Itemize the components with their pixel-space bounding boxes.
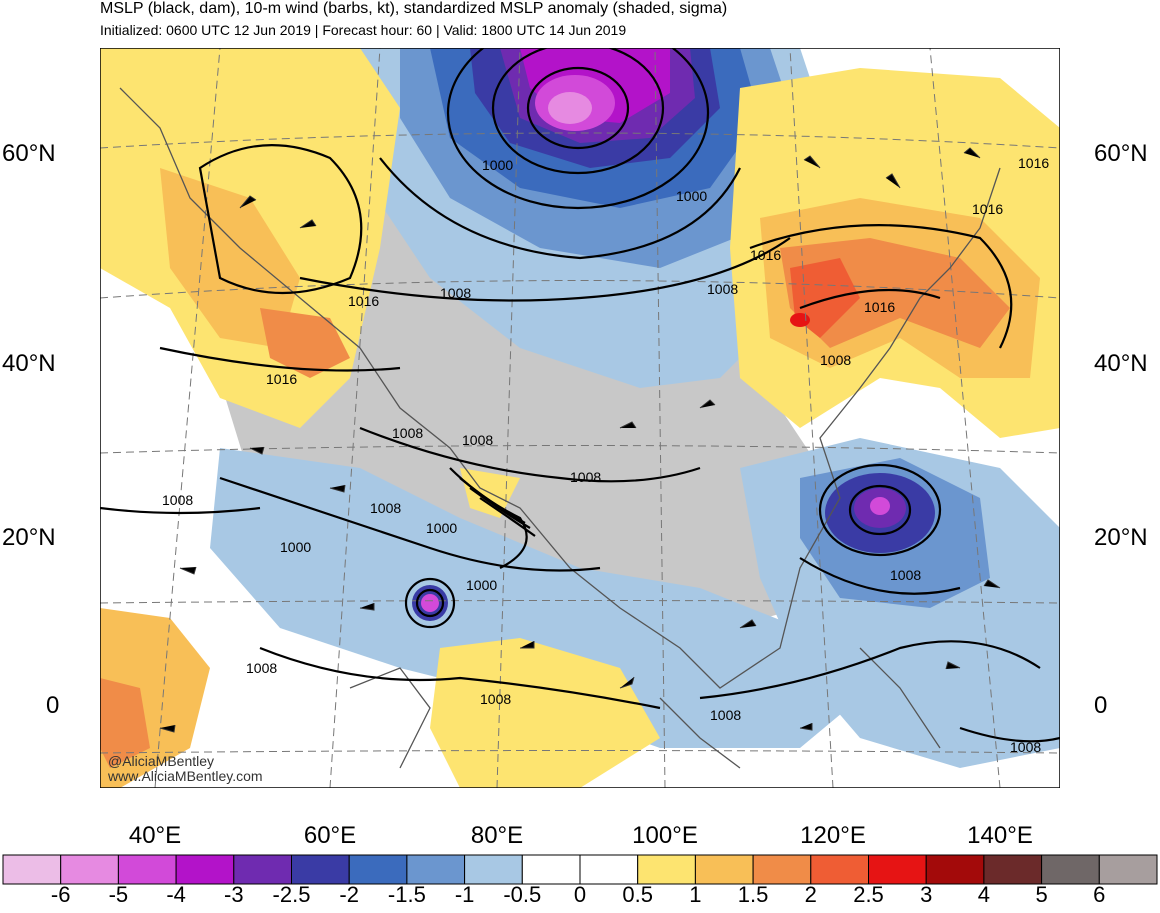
colorbar-tick-label: -0.5 [503,882,542,907]
chart-subtitle: Initialized: 0600 UTC 12 Jun 2019 | Fore… [100,22,627,38]
isobar-label: 1008 [1010,739,1041,755]
isobar-label: 1008 [710,707,741,723]
lat-label-left: 60°N [2,140,56,167]
colorbar [2,854,1158,885]
colorbar-tick-label: 2 [804,882,817,907]
isobar-label: 1008 [462,432,493,448]
lat-label-right: 60°N [1094,140,1148,167]
cyclone-eye [421,594,439,612]
colorbar-tick-label: -2 [339,882,359,907]
colorbar-cell [2,854,62,885]
isobar-label: 1008 [820,352,851,368]
colorbar-cell [291,854,350,885]
colorbar-cell [233,854,293,885]
isobar-label: 1016 [348,293,379,309]
colorbar-tick-label: 4 [977,882,991,907]
colorbar-tick-label: 6 [1093,882,1106,907]
lon-label: 40°E [128,822,182,849]
lon-label: 60°E [303,822,357,849]
colorbar-tick-label: 3 [920,882,933,907]
colorbar-cell [117,854,177,885]
isobar-label: 1000 [280,539,311,555]
lon-label: 80°E [470,822,524,849]
isobar-label: 1008 [440,285,471,301]
colorbar-cell [810,854,869,885]
lon-label: 100°E [632,822,698,849]
isobar-label: 1008 [890,567,921,583]
colorbar-cell [348,854,408,885]
isobar-label: 1008 [392,425,423,441]
lat-label-left: 20°N [2,524,56,551]
graticule [100,48,1060,788]
isobar-label: 1000 [426,520,457,536]
isobar-label: 1016 [864,299,895,315]
lat-label-right: 40°N [1094,350,1148,377]
isobar-label: 1008 [707,281,738,297]
positive-anomaly-indian-ocean [430,638,660,788]
colorbar-cell [579,854,639,885]
colorbar-cell [464,854,523,885]
colorbar-tick-label: -2.5 [272,882,311,907]
weather-map: 1016 1016 1016 1016 1016 1016 1008 1008 … [100,48,1060,788]
colorbar-tick-label: 1 [689,882,702,907]
anomaly-level-pos-1 [160,168,300,348]
isobar-label: 1016 [266,371,297,387]
lon-label: 120°E [800,822,866,849]
colorbar-tick-label: 2.5 [853,882,884,907]
isobar-label: 1008 [480,691,511,707]
lat-label-left: 0 [46,692,60,719]
isobar-label: 1000 [482,157,513,173]
colorbar-tick-label: 0 [573,882,587,907]
colorbar-tick-label: 0.5 [622,882,653,907]
colorbar-cell [175,854,235,885]
anomaly-level-7 [548,92,592,124]
colorbar-tick-label: -1.5 [387,882,426,907]
isobar-label: 1008 [570,469,601,485]
colorbar-cell [868,854,927,885]
colorbar-cell [1041,854,1100,885]
lat-label-right: 20°N [1094,524,1148,551]
colorbar-cell [406,854,466,885]
credit-site: www.AliciaMBentley.com [107,768,263,784]
isobar-label: 1016 [972,201,1003,217]
colorbar-tick-label: -1 [454,882,475,907]
isobar-label: 1008 [370,500,401,516]
colorbar-tick-label: -3 [224,882,244,907]
isobar-label: 1016 [750,247,781,263]
isobars [100,48,1060,743]
colorbar-cell [637,854,696,885]
colorbar-cell [60,854,119,885]
lon-label: 140°E [967,822,1033,849]
colorbar-cell [925,854,985,885]
wind-barbs [159,147,1001,733]
colorbar-cell [1098,854,1158,885]
colorbar-tick-label: 1.5 [737,882,769,907]
negative-anomaly-south-asia [210,448,860,748]
anomaly-level-pos-2 [260,308,350,378]
lat-label-right: 0 [1094,692,1108,719]
isobar-label: 1008 [162,492,193,508]
colorbar-tick-label: -5 [108,882,129,907]
colorbar-cell [983,854,1043,885]
isobar-label: 1000 [676,188,707,204]
isobar-label: 1000 [466,577,497,593]
colorbar-tick-label: -4 [166,882,186,907]
lat-label-left: 40°N [2,350,56,377]
credit-handle: @AliciaMBentley [108,753,214,769]
anomaly-level-pos-7 [100,678,150,768]
colorbar-cell [752,854,812,885]
isobar-label: 1008 [246,660,277,676]
anomaly-level-pos-6 [790,313,810,327]
isobar-label: 1016 [1018,155,1049,171]
typhoon-eye [870,497,890,515]
colorbar-cell [521,854,581,885]
isobar-labels: 1016 1016 1016 1016 1016 1016 1008 1008 … [162,155,1049,755]
colorbar-tick-label: -6 [50,882,71,907]
chart-title: MSLP (black, dam), 10-m wind (barbs, kt)… [100,0,728,17]
colorbar-cell [694,854,754,885]
colorbar-tick-label: 5 [1035,882,1048,907]
